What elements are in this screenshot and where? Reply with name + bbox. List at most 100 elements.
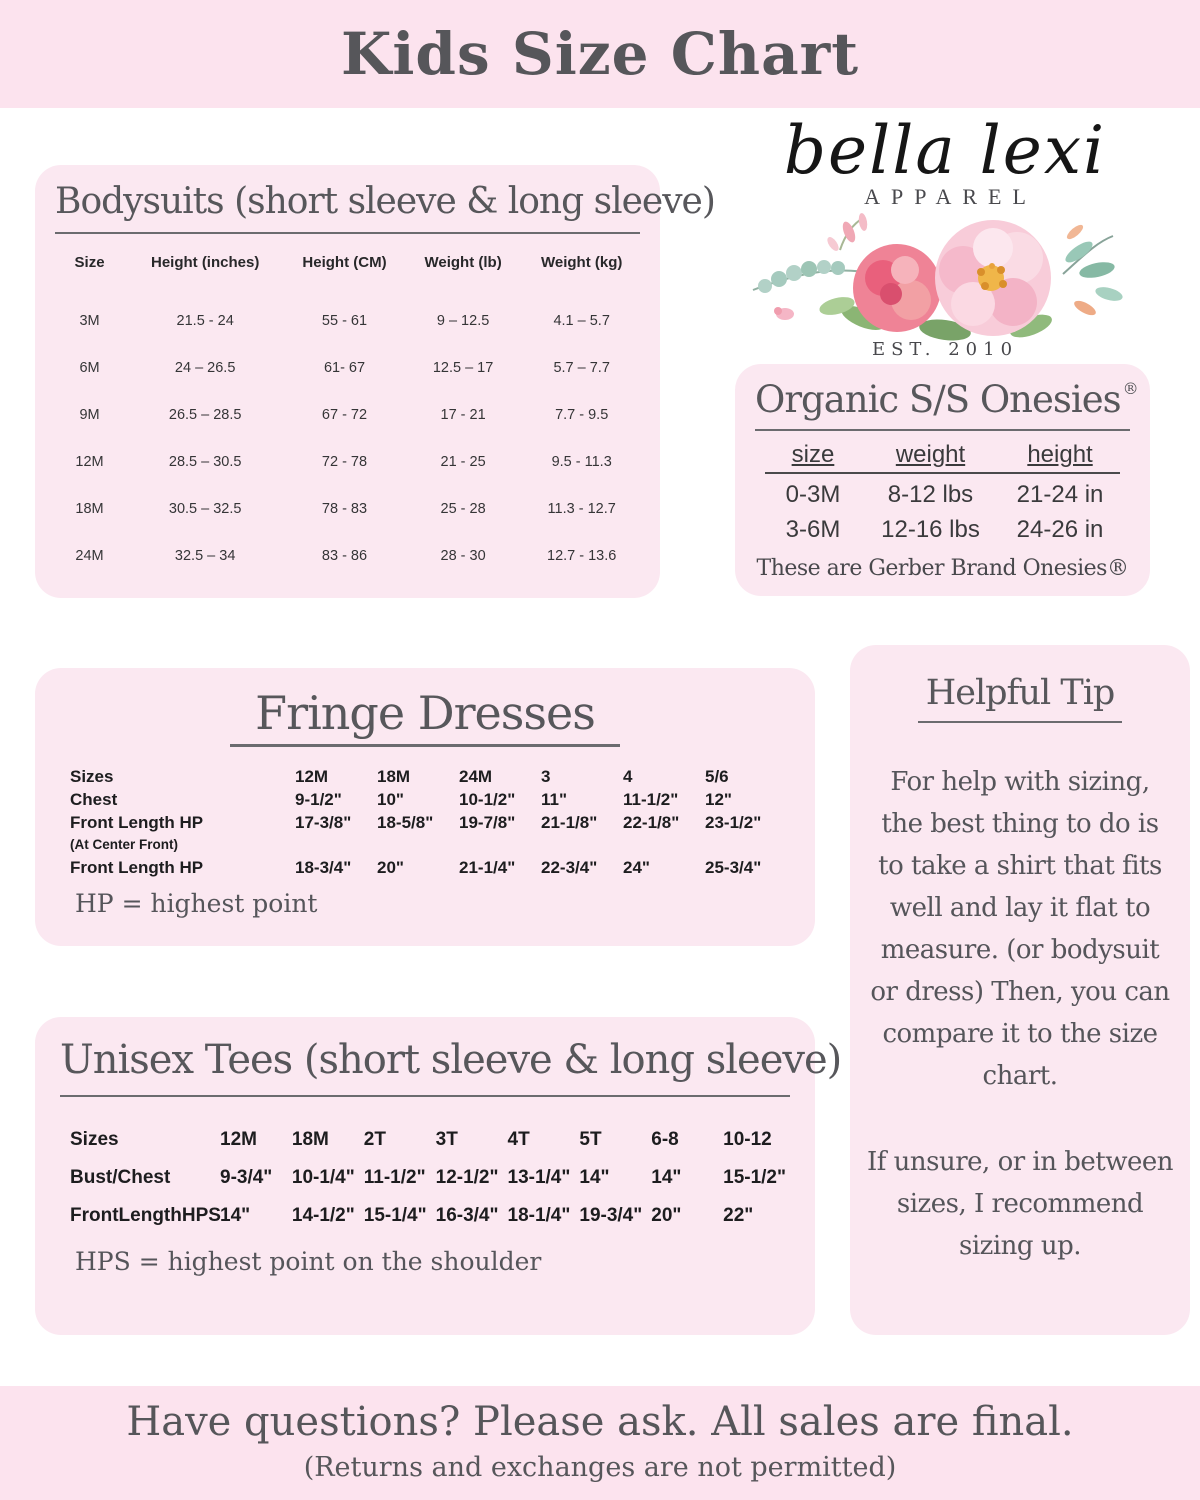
onesies-note: These are Gerber Brand Onesies®	[756, 556, 1129, 581]
table-cell: 3-6M	[785, 516, 841, 543]
table-cell: 20"	[377, 858, 404, 877]
table-cell: 83 - 86	[321, 547, 368, 564]
table-cell: 24M	[459, 767, 493, 786]
table-cell: 18M	[377, 767, 411, 786]
table-header-cell: Weight (kg)	[540, 254, 623, 271]
row-label: Front Length HP	[70, 858, 204, 877]
table-cell: 18-3/4"	[295, 858, 352, 877]
table-cell: 14"	[579, 1167, 610, 1188]
table-cell: 21.5 - 24	[176, 312, 234, 329]
table-cell: 9-1/2"	[295, 790, 342, 809]
fringe-dresses-card: Fringe Dresses Sizes 12M 18M 24M 3 4 5/6…	[35, 668, 815, 946]
table-cell: 7.7 - 9.5	[555, 406, 609, 423]
table-cell: 8-12 lbs	[887, 481, 974, 508]
center-front-note: (At Center Front)	[70, 837, 178, 852]
table-cell: 11"	[541, 790, 568, 809]
page-title: Kids Size Chart	[340, 20, 860, 88]
table-cell: 25 - 28	[440, 500, 486, 517]
table-cell: 24-26 in	[1016, 516, 1104, 543]
table-cell: 3T	[435, 1129, 458, 1150]
table-cell: 2T	[363, 1129, 386, 1150]
table-cell: 12.5 – 17	[432, 359, 494, 376]
table-cell: 10-12	[723, 1129, 772, 1150]
table-cell: 12M	[220, 1129, 257, 1150]
row-label: Sizes	[70, 1129, 119, 1150]
table-cell: 22-3/4"	[541, 858, 598, 877]
table-header-cell: Height (inches)	[150, 254, 260, 271]
table-cell: 5.7 – 7.7	[553, 359, 610, 376]
table-cell: 20"	[651, 1205, 682, 1226]
row-label: Sizes	[70, 767, 114, 786]
brand-name: bella lexi	[783, 112, 1107, 189]
table-cell: 13-1/4"	[507, 1167, 571, 1188]
header-bar: Kids Size Chart	[0, 0, 1200, 108]
table-cell: 9M	[79, 406, 100, 423]
table-cell: 17 - 21	[440, 406, 486, 423]
table-cell: 15-1/4"	[363, 1205, 427, 1226]
table-cell: 14"	[651, 1167, 682, 1188]
table-cell: 23-1/2"	[705, 813, 762, 832]
table-cell: 0-3M	[785, 481, 841, 508]
table-cell: 24"	[623, 858, 650, 877]
brand-subtitle: APPAREL	[864, 184, 1037, 209]
bodysuits-table: Size Height (inches) Height (CM) Weight …	[51, 254, 644, 579]
table-cell: 9 – 12.5	[436, 312, 490, 329]
table-cell: 15-1/2"	[723, 1167, 787, 1188]
table-cell: 9-3/4"	[220, 1167, 273, 1188]
table-cell: 18-1/4"	[507, 1205, 571, 1226]
onesies-table: size weight height 0-3M 8-12 lbs 21-24 i…	[765, 441, 1120, 544]
table-cell: 9.5 - 11.3	[551, 453, 612, 470]
table-cell: 14-1/2"	[291, 1205, 355, 1226]
table-cell: 17-3/8"	[295, 813, 352, 832]
table-header-cell: size	[765, 441, 861, 474]
table-cell: 18M	[75, 500, 104, 517]
table-cell: 24 – 26.5	[174, 359, 236, 376]
table-cell: 10-1/4"	[291, 1167, 355, 1188]
footer-bar: Have questions? Please ask. All sales ar…	[0, 1386, 1200, 1500]
onesies-card: Organic S/S Onesies ® size weight height …	[735, 364, 1150, 596]
table-header-cell: Size	[74, 254, 105, 271]
table-cell: 19-3/4"	[579, 1205, 643, 1226]
table-cell: 22-1/8"	[623, 813, 680, 832]
table-cell: 18M	[291, 1129, 329, 1150]
table-cell: 12M	[295, 767, 329, 786]
fringe-note: HP = highest point	[75, 889, 318, 918]
table-header-cell: Weight (lb)	[424, 254, 502, 271]
table-cell: 22"	[723, 1205, 754, 1226]
table-cell: 25-3/4"	[705, 858, 762, 877]
table-header-cell: weight	[860, 441, 1001, 474]
table-cell: 28.5 – 30.5	[168, 453, 242, 470]
unisex-tees-card: Unisex Tees (short sleeve & long sleeve)…	[35, 1017, 842, 1335]
table-cell: 26.5 – 28.5	[168, 406, 242, 423]
registered-trademark-icon: ®	[1122, 379, 1139, 398]
table-cell: 4	[623, 767, 633, 786]
row-label: Front Length HP	[70, 813, 204, 832]
table-cell: 12-1/2"	[435, 1167, 499, 1188]
table-cell: 14"	[220, 1205, 251, 1226]
tip-paragraph: If unsure, or in between sizes, I recomm…	[866, 1147, 1174, 1261]
table-cell: 78 - 83	[321, 500, 368, 517]
table-cell: 12-16 lbs	[881, 516, 980, 543]
table-cell: 30.5 – 32.5	[168, 500, 242, 517]
table-cell: 16-3/4"	[435, 1205, 499, 1226]
footer-question-line: Have questions? Please ask. All sales ar…	[126, 1399, 1074, 1445]
fringe-table: Sizes 12M 18M 24M 3 4 5/6 Chest 9-1/2" 1…	[70, 765, 787, 879]
table-cell: 12"	[705, 790, 732, 809]
table-cell: 18-5/8"	[377, 813, 434, 832]
tip-title-wrap: Helpful Tip	[850, 673, 1190, 723]
fringe-title: Fringe Dresses	[255, 686, 596, 740]
table-cell: 6M	[79, 359, 100, 376]
table-cell: 67 - 72	[321, 406, 368, 423]
bodysuits-card: Bodysuits (short sleeve & long sleeve) S…	[35, 165, 716, 598]
table-cell: 72 - 78	[321, 453, 368, 470]
table-cell: 3	[541, 767, 551, 786]
table-cell: 21 - 25	[440, 453, 486, 470]
table-cell: 11-1/2"	[623, 790, 679, 809]
footer-returns-line: (Returns and exchanges are not permitted…	[303, 1452, 897, 1483]
table-cell: 5T	[579, 1129, 602, 1150]
table-cell: 21-24 in	[1016, 481, 1104, 508]
table-cell: 19-7/8"	[459, 813, 516, 832]
helpful-tip-card: Helpful Tip For help with sizing, the be…	[850, 645, 1190, 1335]
onesies-title-text: Organic S/S Onesies	[755, 378, 1122, 421]
